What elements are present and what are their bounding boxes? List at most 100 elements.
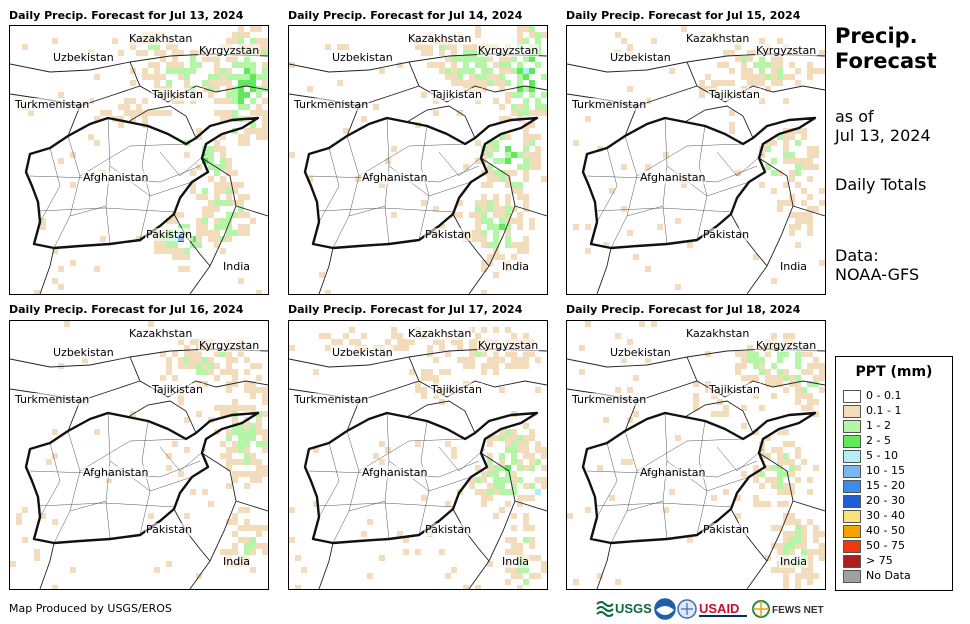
legend-label: 15 - 20 (866, 479, 905, 492)
precip-grid (22, 26, 268, 294)
borders (289, 348, 547, 589)
afghanistan-border (303, 411, 539, 545)
map-svg (10, 321, 268, 589)
legend-label: 20 - 30 (866, 494, 905, 507)
country-label-india: India (779, 260, 808, 273)
country-label-india: India (222, 555, 251, 568)
legend-swatch (843, 405, 861, 418)
country-label-tajikistan: Tajikistan (151, 88, 204, 101)
legend-label: 30 - 40 (866, 509, 905, 522)
country-label-tajikistan: Tajikistan (430, 88, 483, 101)
legend-swatch (843, 450, 861, 463)
legend-swatch (843, 495, 861, 508)
precip-grid (10, 321, 268, 589)
legend-title: PPT (mm) (855, 364, 933, 380)
legend-swatch (843, 570, 861, 583)
country-label-turkmenistan: Turkmenistan (293, 98, 370, 111)
legend-label: 1 - 2 (866, 419, 891, 432)
legend: PPT (mm) 0 - 0.1 0.1 - 1 1 - 2 2 - 5 5 - 10 1… (835, 356, 953, 591)
country-label-tajikistan: Tajikistan (430, 383, 483, 396)
map-panel-6: Kazakhstan Kyrgyzstan Uzbekistan Tajikistan… (566, 320, 826, 590)
map-panel-4: Kazakhstan Kyrgyzstan Uzbekistan Tajikistan… (9, 320, 269, 590)
country-label-turkmenistan: Turkmenistan (14, 393, 91, 406)
country-label-afghanistan: Afghanistan (82, 466, 150, 479)
country-label-kazakhstan: Kazakhstan (685, 32, 751, 45)
panel-title-3: Daily Precip. Forecast for Jul 15, 2024 (566, 9, 801, 22)
country-label-afghanistan: Afghanistan (361, 171, 429, 184)
legend-label: 0 - 0.1 (866, 389, 902, 402)
legend-label: > 75 (866, 554, 893, 567)
legend-label: 2 - 5 (866, 434, 891, 447)
country-label-india: India (779, 555, 808, 568)
country-label-uzbekistan: Uzbekistan (331, 51, 394, 64)
country-label-afghanistan: Afghanistan (361, 466, 429, 479)
data-source: NOAA-GFS (835, 265, 920, 284)
fews-net-logo-text: FEWS NET (772, 605, 824, 616)
country-label-uzbekistan: Uzbekistan (52, 346, 115, 359)
country-label-kazakhstan: Kazakhstan (128, 32, 194, 45)
country-label-kazakhstan: Kazakhstan (128, 327, 194, 340)
country-label-tajikistan: Tajikistan (151, 383, 204, 396)
country-label-uzbekistan: Uzbekistan (331, 346, 394, 359)
map-svg (567, 321, 825, 589)
panel-title-6: Daily Precip. Forecast for Jul 18, 2024 (566, 303, 801, 316)
forecast-title: Precip. Forecast (835, 24, 937, 74)
noaa-logo (654, 598, 676, 620)
country-label-india: India (501, 260, 530, 273)
country-label-pakistan: Pakistan (424, 228, 473, 241)
legend-label: 10 - 15 (866, 464, 905, 477)
precip-grid (289, 26, 547, 294)
country-label-pakistan: Pakistan (702, 523, 751, 536)
country-label-tajikistan: Tajikistan (708, 383, 761, 396)
legend-swatch (843, 510, 861, 523)
country-label-pakistan: Pakistan (145, 228, 194, 241)
legend-swatch (843, 420, 861, 433)
country-label-pakistan: Pakistan (702, 228, 751, 241)
country-label-turkmenistan: Turkmenistan (293, 393, 370, 406)
country-label-tajikistan: Tajikistan (708, 88, 761, 101)
map-svg (289, 327, 547, 589)
country-label-afghanistan: Afghanistan (82, 171, 150, 184)
map-svg (289, 26, 547, 294)
fews-net-logo: FEWS NET (752, 598, 826, 620)
country-label-kazakhstan: Kazakhstan (407, 327, 473, 340)
legend-swatch (843, 480, 861, 493)
country-label-india: India (222, 260, 251, 273)
map-panel-3: Kazakhstan Kyrgyzstan Uzbekistan Tajikistan… (566, 25, 826, 295)
precip-grid (567, 321, 825, 589)
afghanistan-border (303, 116, 539, 250)
country-label-kazakhstan: Kazakhstan (407, 32, 473, 45)
legend-swatch (843, 525, 861, 538)
country-label-kyrgyzstan: Kyrgyzstan (477, 44, 540, 57)
country-label-kyrgyzstan: Kyrgyzstan (755, 339, 818, 352)
country-label-afghanistan: Afghanistan (639, 171, 707, 184)
country-label-kyrgyzstan: Kyrgyzstan (477, 339, 540, 352)
country-label-india: India (501, 555, 530, 568)
panel-title-1: Daily Precip. Forecast for Jul 13, 2024 (9, 9, 244, 22)
map-svg (10, 26, 268, 294)
country-label-pakistan: Pakistan (424, 523, 473, 536)
borders (289, 53, 547, 294)
as-of-label: as of (835, 107, 874, 126)
afghanistan-border (24, 116, 260, 250)
legend-swatch (843, 555, 861, 568)
map-credit: Map Produced by USGS/EROS (9, 602, 172, 615)
country-label-turkmenistan: Turkmenistan (571, 98, 648, 111)
legend-label: 5 - 10 (866, 449, 898, 462)
country-label-afghanistan: Afghanistan (639, 466, 707, 479)
map-panel-1: Kazakhstan Kyrgyzstan Uzbekistan Tajikistan… (9, 25, 269, 295)
title-line-1: Precip. (835, 24, 918, 48)
legend-swatch (843, 435, 861, 448)
country-label-uzbekistan: Uzbekistan (52, 51, 115, 64)
usaid-logo-text: USAID (699, 601, 739, 616)
borders (10, 348, 268, 589)
nws-logo (677, 598, 697, 620)
map-panel-5: Kazakhstan Kyrgyzstan Uzbekistan Tajikistan… (288, 320, 548, 590)
legend-swatch (843, 540, 861, 553)
afghanistan-border (581, 411, 817, 545)
legend-label: 0.1 - 1 (866, 404, 902, 417)
legend-label: 40 - 50 (866, 524, 905, 537)
panel-title-4: Daily Precip. Forecast for Jul 16, 2024 (9, 303, 244, 316)
usaid-logo: USAID (699, 598, 751, 620)
legend-label: 50 - 75 (866, 539, 905, 552)
